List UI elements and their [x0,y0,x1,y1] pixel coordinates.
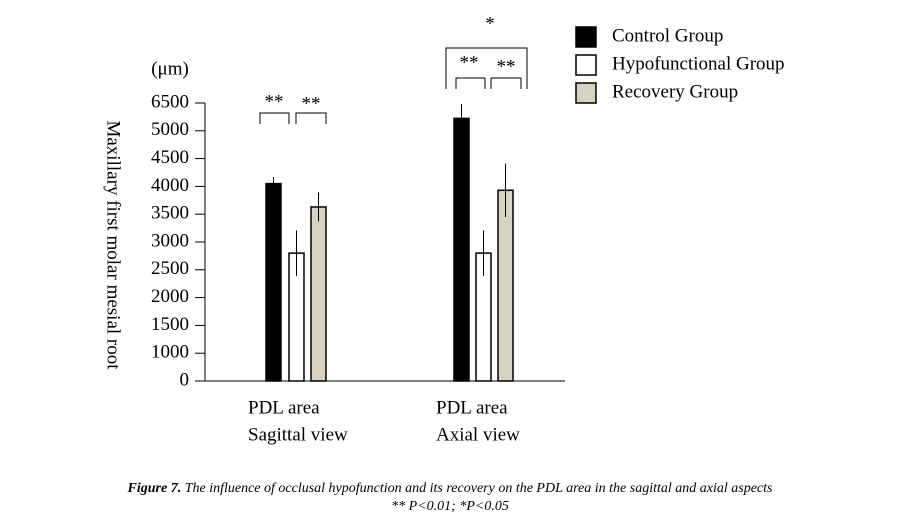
y-tick-label: 2000 [151,286,189,307]
y-tick-label: 3000 [151,230,189,251]
x-tick-label: PDL area [436,397,508,418]
x-tick-label: Sagittal view [248,424,348,445]
y-tick-label: 4500 [151,147,189,168]
legend-swatch [575,26,597,48]
significance-label: ** [460,52,479,73]
significance-label: ** [265,91,284,112]
caption-text: The influence of occlusal hypofunction a… [185,481,773,496]
y-tick-label: 4000 [151,175,189,196]
significance-bracket [490,77,522,89]
bar [310,206,327,382]
significance-label: ** [302,93,321,114]
x-tick-label: PDL area [248,397,320,418]
significance-bracket [295,112,327,124]
y-tick-label: 3500 [151,203,189,224]
x-tick-label: Axial view [436,424,520,445]
bar [453,117,470,382]
bar [497,189,514,382]
y-tick-label: 5000 [151,119,189,140]
caption-bold: Figure 7. [127,481,182,496]
significance-label: ** [497,56,516,77]
legend-label: Hypofunctional Group [612,53,785,74]
legend-swatch [575,82,597,104]
y-tick-label: 2500 [151,258,189,279]
legend-swatch [575,54,597,76]
legend-label: Control Group [612,25,723,46]
significance-bracket [259,112,290,124]
y-tick-label: 1000 [151,342,189,363]
significance-label: * [485,13,495,34]
significance-bracket [445,47,528,89]
unit-label: (μm) [151,58,189,79]
y-tick-label: 6500 [151,91,189,112]
caption-note: ** P<0.01; *P<0.05 [391,499,509,514]
caption: Figure 7. The influence of occlusal hypo… [127,481,774,496]
y-tick-label: 1500 [151,314,189,335]
bar [265,182,282,382]
significance-bracket [455,77,486,89]
y-axis-label: Maxillary first molar mesial root [103,120,124,370]
legend-label: Recovery Group [612,81,738,102]
y-tick-label: 0 [180,369,190,390]
